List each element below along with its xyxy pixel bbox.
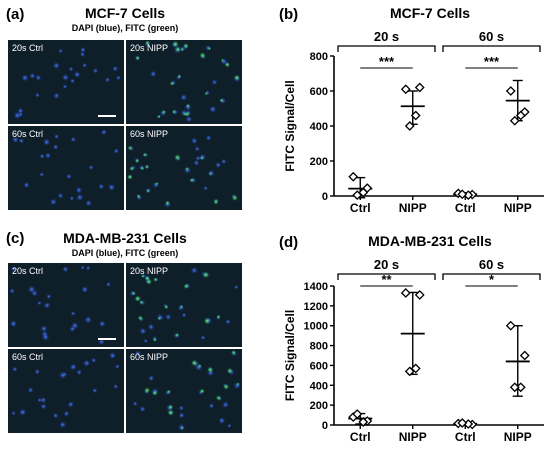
- chart-b-y-tick-label: 200: [310, 156, 328, 168]
- panel-a-micrographs: 20s Ctrl 20s NIPP 60s Ctrl 60s NIPP: [8, 40, 242, 210]
- chart-d-group-bracket: [337, 273, 436, 280]
- chart-d-group-bracket: [442, 273, 541, 280]
- chart-b-category-label: NIPP: [504, 201, 532, 215]
- chart-b-data-point: [410, 110, 421, 121]
- chart-d-category-label: NIPP: [399, 430, 427, 444]
- panel-a-image-label: 20s NIPP: [130, 43, 168, 53]
- chart-b-data-point: [404, 121, 415, 131]
- chart-d-y-tick-label: 400: [310, 380, 328, 392]
- panel-c-micrographs: 20s Ctrl 20s NIPP 60s Ctrl 60s NIPP: [8, 263, 242, 433]
- chart-b-significance-marker: ***: [379, 54, 395, 69]
- chart-b-y-tick-label: 600: [310, 86, 328, 98]
- panel-c-image-2: 20s NIPP: [126, 263, 242, 347]
- chart-d-data-point: [352, 409, 363, 419]
- panel-a-image-label: 60s NIPP: [130, 129, 168, 139]
- chart-d-y-tick-label: 0: [322, 420, 328, 432]
- chart-d-y-tick-label: 1000: [304, 321, 328, 333]
- chart-b-y-label: FITC Signal/Cell: [283, 80, 297, 171]
- panel-a-image-2: 20s NIPP: [126, 40, 242, 124]
- panel-a-image-3: 60s Ctrl: [8, 126, 124, 210]
- chart-b-title: MCF-7 Cells: [390, 5, 470, 21]
- chart-b-data-point: [352, 190, 363, 201]
- panel-c-image-4: 60s NIPP: [126, 349, 242, 433]
- chart-d-significance-marker: *: [489, 272, 495, 287]
- chart-d-group-label: 60 s: [479, 257, 504, 272]
- panel-c-title: MDA-MB-231 Cells: [63, 230, 187, 246]
- chart-d-y-tick-label: 200: [310, 400, 328, 412]
- chart-b-data-point: [515, 110, 526, 121]
- chart-b-data-point: [505, 86, 516, 96]
- panel-c-letter: (c): [6, 230, 24, 247]
- chart-b-data-point: [509, 115, 520, 126]
- chart-b-category-label: NIPP: [399, 201, 427, 215]
- chart-b-group-bracket: [442, 45, 541, 52]
- chart-b-data-point: [414, 82, 425, 93]
- chart-b-y-tick-label: 0: [322, 191, 328, 203]
- panel-c-subtitle: DAPI (blue), FITC (green): [72, 248, 179, 258]
- panel-c-image-label: 60s NIPP: [130, 352, 168, 362]
- chart-d-data-point: [358, 417, 369, 427]
- chart-d-letter: (d): [279, 234, 298, 251]
- chart-d-y-tick-label: 800: [310, 341, 328, 353]
- chart-b-data-point: [400, 84, 411, 95]
- panel-a-image-label: 20s Ctrl: [12, 43, 43, 53]
- panel-c-image-3: 60s Ctrl: [8, 349, 124, 433]
- panel-a-subtitle: DAPI (blue), FITC (green): [72, 23, 179, 33]
- panel-a-image-4: 60s NIPP: [126, 126, 242, 210]
- panel-c-image-label: 60s Ctrl: [12, 352, 43, 362]
- chart-d-data-point: [519, 350, 530, 361]
- chart-d-y-tick-label: 1400: [304, 281, 328, 293]
- chart-d-significance-marker: **: [381, 272, 392, 287]
- chart-d-data-point: [404, 366, 415, 377]
- chart-b-group-label: 60 s: [479, 29, 504, 44]
- chart-d-group-label: 20 s: [374, 257, 399, 272]
- chart-b-y-tick-label: 800: [310, 51, 328, 63]
- chart-b-group-label: 20 s: [374, 29, 399, 44]
- panel-a-letter: (a): [6, 6, 24, 23]
- chart-b-category-label: Ctrl: [350, 201, 371, 215]
- chart-d-data-point: [414, 290, 425, 300]
- chart-b-data-point: [457, 189, 468, 200]
- chart-d-data-point: [509, 382, 520, 393]
- panel-a-image-label: 60s Ctrl: [12, 129, 43, 139]
- chart-b-data-point: [348, 171, 359, 182]
- chart-d-data-point: [505, 320, 516, 331]
- chart-d-category-label: Ctrl: [455, 430, 476, 444]
- panel-c-image-1: 20s Ctrl: [8, 263, 124, 347]
- chart-b-category-label: Ctrl: [455, 201, 476, 215]
- panel-a-title: MCF-7 Cells: [85, 5, 165, 21]
- chart-d-y-tick-label: 600: [310, 360, 328, 372]
- chart-d-y-label: FITC Signal/Cell: [283, 310, 297, 401]
- chart-d-y-tick-label: 1200: [304, 301, 328, 313]
- chart-d-data-point: [400, 288, 411, 298]
- chart-b-group-bracket: [337, 45, 436, 52]
- chart-d-category-label: Ctrl: [350, 430, 371, 444]
- chart-d-data-point: [457, 418, 468, 428]
- chart-b-significance-marker: ***: [484, 54, 500, 69]
- panel-c-image-label: 20s NIPP: [130, 266, 168, 276]
- chart-b-y-tick-label: 400: [310, 121, 328, 133]
- panel-a-image-1: 20s Ctrl: [8, 40, 124, 124]
- chart-b-letter: (b): [279, 6, 298, 23]
- chart-d-title: MDA-MB-231 Cells: [368, 233, 492, 249]
- chart-d-category-label: NIPP: [504, 430, 532, 444]
- chart-d-data-point: [410, 363, 421, 374]
- panel-c-image-label: 20s Ctrl: [12, 266, 43, 276]
- chart-d: (d) MDA-MB-231 Cells 0 200 400 600 800 1000 12…: [279, 233, 544, 444]
- chart-b: (b) MCF-7 Cells 0 200 400 600 800 FITC Signal…: [279, 5, 544, 215]
